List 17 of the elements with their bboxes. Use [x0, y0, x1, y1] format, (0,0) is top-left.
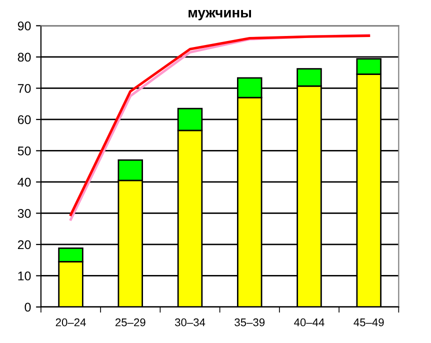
- y-tick-label: 50: [18, 146, 31, 156]
- y-tick-label: 90: [18, 22, 31, 30]
- x-tick-label: 35–39: [234, 318, 265, 326]
- x-tick-label: 20–24: [56, 318, 86, 326]
- y-tick-label: 80: [18, 52, 31, 62]
- y-tick-label: 10: [18, 272, 31, 280]
- x-tick-label: 30–34: [174, 318, 206, 326]
- y-tick-label: 0: [24, 302, 31, 312]
- y-tick-label: 20: [18, 240, 31, 250]
- y-tick-label: 60: [18, 115, 31, 124]
- x-tick-label: 45–49: [354, 318, 384, 326]
- x-tick-label: 40–44: [294, 318, 324, 326]
- y-tick-label: 30: [18, 209, 31, 218]
- y-tick-label: 40: [18, 178, 31, 187]
- chart-title: мужчины: [188, 10, 252, 20]
- x-tick-label: 25–29: [115, 318, 146, 326]
- y-tick-label: 70: [18, 84, 31, 93]
